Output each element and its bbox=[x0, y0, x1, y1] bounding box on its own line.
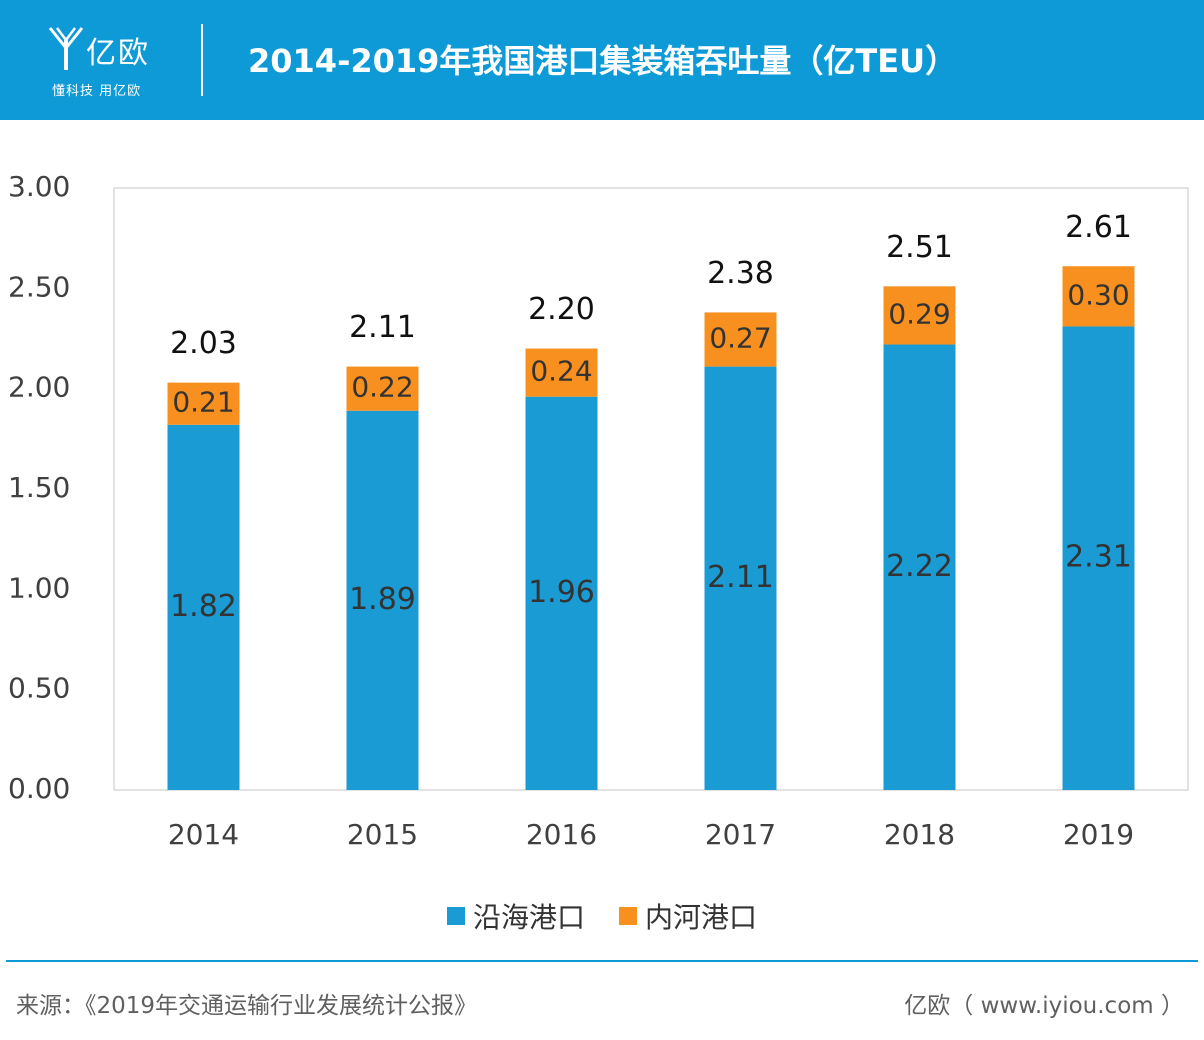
chart-area: 0.00 0.50 1.00 1.50 2.00 2.50 3.00 1.82 0.21 2.0… bbox=[8, 170, 1189, 851]
y-tick-label: 1.00 bbox=[8, 571, 70, 604]
y-tick-label: 1.50 bbox=[8, 471, 70, 504]
legend-item-coastal: 沿海港口 bbox=[446, 896, 585, 936]
chart-title: 2014-2019年我国港口集装箱吞吐量（亿TEU） bbox=[248, 42, 958, 80]
bar-inland bbox=[883, 286, 956, 345]
legend-swatch-coastal bbox=[446, 907, 465, 925]
y-tick-label: 0.00 bbox=[8, 772, 70, 805]
x-tick-label: 2018 bbox=[884, 818, 955, 851]
x-axis: 2014 2015 2016 2017 2018 2019 bbox=[168, 818, 1134, 851]
y-tick-label: 3.00 bbox=[8, 170, 70, 203]
bar-coastal bbox=[883, 344, 956, 790]
data-label-inland: 0.29 bbox=[888, 297, 950, 330]
bar-inland bbox=[1062, 266, 1135, 327]
legend-item-inland: 内河港口 bbox=[619, 896, 757, 936]
bar-coastal bbox=[1062, 326, 1135, 790]
data-label-coastal: 2.31 bbox=[1065, 540, 1132, 575]
bar-inland bbox=[704, 312, 777, 367]
x-tick-label: 2014 bbox=[168, 818, 239, 851]
total-label: 2.51 bbox=[886, 230, 953, 265]
bar-coastal bbox=[346, 410, 419, 790]
brand-credit: 亿欧（ www.iyiou.com ） bbox=[904, 993, 1184, 1019]
total-label: 2.38 bbox=[707, 256, 774, 291]
x-tick-label: 2017 bbox=[705, 818, 776, 851]
bar-inland bbox=[167, 382, 240, 425]
x-tick-label: 2015 bbox=[347, 818, 418, 851]
brand-logo: 亿欧 懂科技 用亿欧 bbox=[48, 22, 198, 102]
x-tick-label: 2019 bbox=[1063, 818, 1134, 851]
data-label-inland: 0.22 bbox=[351, 371, 413, 404]
data-label-inland: 0.24 bbox=[530, 355, 592, 388]
plot-frame bbox=[113, 187, 1189, 791]
data-label-coastal: 1.96 bbox=[528, 575, 595, 610]
header-divider bbox=[201, 24, 203, 96]
bar-coastal bbox=[704, 366, 777, 790]
data-label-coastal: 2.11 bbox=[707, 560, 774, 595]
legend-label-coastal: 沿海港口 bbox=[472, 901, 585, 934]
logo-slogan: 懂科技 用亿欧 bbox=[52, 84, 142, 99]
y-tick-label: 2.00 bbox=[8, 371, 70, 404]
source-note: 来源：《2019年交通运输行业发展统计公报》 bbox=[16, 993, 478, 1019]
data-label-inland: 0.30 bbox=[1067, 278, 1129, 311]
header-banner: 亿欧 懂科技 用亿欧 2014-2019年我国港口集装箱吞吐量（亿TEU） bbox=[0, 0, 1204, 120]
bar-inland bbox=[346, 366, 419, 411]
footer-divider bbox=[6, 960, 1198, 962]
logo-text: 亿欧 bbox=[86, 36, 150, 71]
logo-y-icon bbox=[48, 27, 84, 70]
data-label-coastal: 1.89 bbox=[349, 582, 416, 617]
data-label-inland: 0.21 bbox=[172, 386, 234, 419]
legend: 沿海港口 内河港口 bbox=[0, 895, 1204, 937]
total-label: 2.03 bbox=[170, 326, 237, 361]
bar-coastal bbox=[167, 424, 240, 790]
total-label: 2.11 bbox=[349, 310, 416, 345]
data-label-coastal: 1.82 bbox=[170, 589, 237, 624]
data-label-inland: 0.27 bbox=[709, 322, 771, 355]
legend-swatch-inland bbox=[619, 907, 637, 925]
total-label: 2.20 bbox=[528, 292, 595, 327]
bar-series: 1.82 0.21 2.03 1.89 0.22 2.11 1.96 0.24 2.20 2.11… bbox=[167, 210, 1135, 790]
bar-coastal bbox=[525, 396, 598, 790]
bar-inland bbox=[525, 348, 598, 397]
y-tick-label: 0.50 bbox=[8, 672, 70, 705]
x-tick-label: 2016 bbox=[526, 818, 597, 851]
y-axis: 0.00 0.50 1.00 1.50 2.00 2.50 3.00 bbox=[8, 170, 70, 805]
total-label: 2.61 bbox=[1065, 210, 1132, 245]
y-tick-label: 2.50 bbox=[8, 270, 70, 303]
data-label-coastal: 2.22 bbox=[886, 549, 953, 584]
legend-label-inland: 内河港口 bbox=[645, 901, 758, 934]
